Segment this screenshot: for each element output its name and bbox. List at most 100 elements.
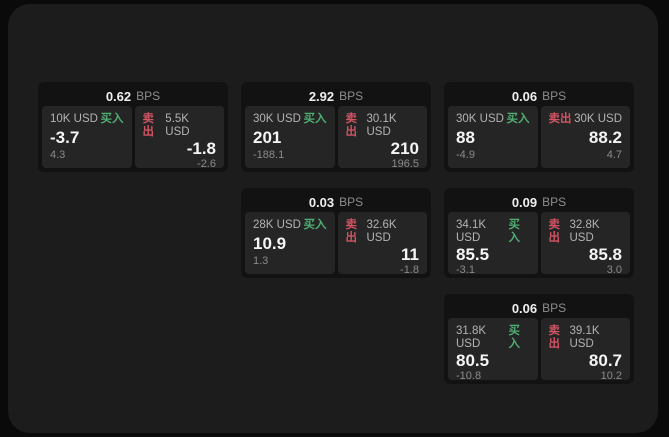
sell-quote-top: 卖出 30.1K USD — [346, 113, 420, 139]
sell-quote-button[interactable]: 卖出 5.5K USD -1.8 -2.6 — [134, 106, 224, 170]
sell-side-label: 卖出 — [548, 113, 572, 125]
buy-amount: 31.8K USD — [456, 325, 487, 350]
buy-price: 88 — [456, 128, 475, 147]
bps-quote-card: 0.06 BPS 31.8K USD 买入 80.5 -10.8 卖出 39.1… — [444, 294, 634, 384]
bps-quote-card: 0.03 BPS 28K USD 买入 10.9 1.3 卖出 32.6K US… — [241, 188, 431, 278]
buy-price: 80.5 — [456, 351, 490, 370]
bps-value: 0.03 — [308, 194, 335, 210]
buy-change: 1.3 — [253, 255, 269, 267]
sell-change: 196.5 — [391, 158, 419, 170]
sell-amount: 32.6K USD — [366, 219, 397, 244]
buy-price: -3.7 — [50, 128, 80, 147]
buy-quote-top: 30K USD 买入 — [456, 113, 530, 126]
buy-quote-button[interactable]: 28K USD 买入 10.9 1.3 — [245, 212, 335, 274]
card-header: 0.62 BPS — [42, 86, 224, 106]
bps-value: 0.62 — [105, 88, 132, 104]
card-body: 28K USD 买入 10.9 1.3 卖出 32.6K USD 11 -1.8 — [245, 212, 427, 276]
buy-side-label: 买入 — [508, 219, 521, 244]
sell-side-label: 卖出 — [548, 325, 561, 350]
buy-change: 4.3 — [50, 149, 66, 161]
bps-unit-label: BPS — [542, 89, 567, 103]
buy-price: 85.5 — [456, 245, 490, 264]
card-body: 34.1K USD 买入 85.5 -3.1 卖出 32.8K USD 85.8… — [448, 212, 630, 276]
sell-price: 210 — [390, 139, 419, 158]
card-body: 31.8K USD 买入 80.5 -10.8 卖出 39.1K USD 80.… — [448, 318, 630, 382]
sell-quote-button[interactable]: 卖出 30.1K USD 210 196.5 — [337, 106, 427, 170]
card-header: 0.09 BPS — [448, 192, 630, 212]
bps-unit-label: BPS — [339, 89, 364, 103]
card-body: 30K USD 买入 201 -188.1 卖出 30.1K USD 210 1… — [245, 106, 427, 170]
bps-value: 0.09 — [511, 194, 538, 210]
sell-quote-button[interactable]: 卖出 30K USD 88.2 4.7 — [540, 106, 630, 168]
sell-price: 11 — [401, 245, 419, 264]
sell-amount: 32.8K USD — [569, 219, 600, 244]
sell-change: -2.6 — [197, 158, 216, 170]
bps-quote-card: 2.92 BPS 30K USD 买入 201 -188.1 卖出 30.1K … — [241, 82, 431, 172]
buy-change: -10.8 — [456, 370, 482, 382]
sell-side-label: 卖出 — [345, 113, 358, 138]
card-body: 30K USD 买入 88 -4.9 卖出 30K USD 88.2 4.7 — [448, 106, 630, 168]
bps-unit-label: BPS — [542, 195, 567, 209]
sell-quote-top: 卖出 30K USD — [549, 113, 623, 126]
buy-amount: 30K USD — [253, 113, 301, 125]
sell-amount: 39.1K USD — [569, 325, 600, 350]
buy-quote-button[interactable]: 10K USD 买入 -3.7 4.3 — [42, 106, 132, 168]
card-column-right: 0.06 BPS 30K USD 买入 88 -4.9 卖出 30K USD 8… — [444, 82, 634, 384]
sell-side-label: 卖出 — [142, 113, 155, 138]
buy-price: 201 — [253, 128, 282, 147]
sell-quote-button[interactable]: 卖出 32.6K USD 11 -1.8 — [337, 212, 427, 276]
buy-quote-button[interactable]: 34.1K USD 买入 85.5 -3.1 — [448, 212, 538, 276]
buy-price: 10.9 — [253, 234, 287, 253]
buy-side-label: 买入 — [303, 219, 327, 231]
bps-unit-label: BPS — [339, 195, 364, 209]
card-header: 0.06 BPS — [448, 298, 630, 318]
buy-side-label: 买入 — [508, 325, 521, 350]
sell-side-label: 卖出 — [548, 219, 561, 244]
buy-amount: 28K USD — [253, 219, 301, 231]
card-column-middle: 2.92 BPS 30K USD 买入 201 -188.1 卖出 30.1K … — [241, 82, 431, 278]
sell-price: 88.2 — [588, 128, 622, 147]
buy-quote-button[interactable]: 31.8K USD 买入 80.5 -10.8 — [448, 318, 538, 382]
bps-value: 0.06 — [511, 300, 538, 316]
card-header: 2.92 BPS — [245, 86, 427, 106]
buy-change: -188.1 — [253, 149, 285, 161]
buy-quote-top: 34.1K USD 买入 — [456, 219, 530, 245]
sell-quote-top: 卖出 32.6K USD — [346, 219, 420, 245]
buy-amount: 34.1K USD — [456, 219, 487, 244]
buy-quote-button[interactable]: 30K USD 买入 201 -188.1 — [245, 106, 335, 168]
bps-value: 0.06 — [511, 88, 538, 104]
bps-quote-card: 0.06 BPS 30K USD 买入 88 -4.9 卖出 30K USD 8… — [444, 82, 634, 172]
card-body: 10K USD 买入 -3.7 4.3 卖出 5.5K USD -1.8 -2.… — [42, 106, 224, 170]
sell-quote-button[interactable]: 卖出 32.8K USD 85.8 3.0 — [540, 212, 630, 276]
sell-price: 80.7 — [588, 351, 622, 370]
sell-price: 85.8 — [588, 245, 622, 264]
buy-quote-top: 10K USD 买入 — [50, 113, 124, 126]
buy-side-label: 买入 — [303, 113, 327, 125]
buy-quote-top: 30K USD 买入 — [253, 113, 327, 126]
bps-value: 2.92 — [308, 88, 335, 104]
buy-quote-top: 28K USD 买入 — [253, 219, 327, 232]
bps-unit-label: BPS — [542, 301, 567, 315]
sell-side-label: 卖出 — [345, 219, 358, 244]
card-header: 0.03 BPS — [245, 192, 427, 212]
sell-change: 4.7 — [606, 149, 622, 161]
sell-quote-button[interactable]: 卖出 39.1K USD 80.7 10.2 — [540, 318, 630, 382]
card-column-left: 0.62 BPS 10K USD 买入 -3.7 4.3 卖出 5.5K USD… — [38, 82, 228, 172]
sell-price: -1.8 — [186, 139, 216, 158]
buy-quote-button[interactable]: 30K USD 买入 88 -4.9 — [448, 106, 538, 168]
bps-quote-card: 0.09 BPS 34.1K USD 买入 85.5 -3.1 卖出 32.8K… — [444, 188, 634, 278]
sell-quote-top: 卖出 39.1K USD — [549, 325, 623, 351]
buy-quote-top: 31.8K USD 买入 — [456, 325, 530, 351]
dashboard-panel: 0.62 BPS 10K USD 买入 -3.7 4.3 卖出 5.5K USD… — [8, 4, 658, 433]
sell-change: 3.0 — [606, 264, 622, 276]
card-header: 0.06 BPS — [448, 86, 630, 106]
bps-unit-label: BPS — [136, 89, 161, 103]
quote-card-grid: 0.62 BPS 10K USD 买入 -3.7 4.3 卖出 5.5K USD… — [38, 82, 634, 384]
sell-amount: 5.5K USD — [165, 113, 190, 138]
buy-amount: 30K USD — [456, 113, 504, 125]
buy-change: -4.9 — [456, 149, 475, 161]
sell-amount: 30.1K USD — [366, 113, 397, 138]
sell-amount: 30K USD — [574, 113, 622, 125]
sell-change: -1.8 — [400, 264, 419, 276]
